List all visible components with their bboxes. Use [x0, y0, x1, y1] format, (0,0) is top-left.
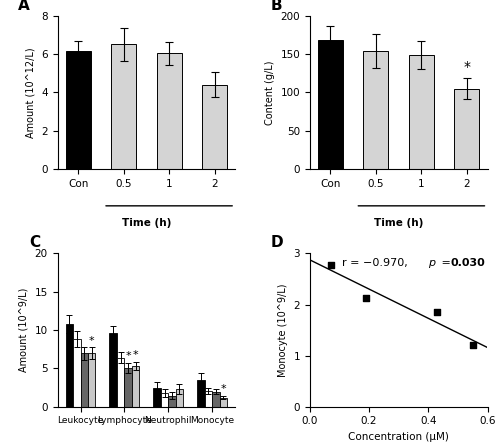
- Text: 0.030: 0.030: [450, 258, 485, 268]
- Bar: [202, 84, 227, 169]
- Bar: [161, 393, 168, 407]
- Bar: [73, 339, 80, 407]
- Bar: [176, 389, 183, 407]
- Bar: [124, 367, 132, 407]
- Bar: [88, 353, 96, 407]
- Y-axis label: Amount (10^9/L): Amount (10^9/L): [19, 288, 29, 372]
- Bar: [318, 40, 343, 169]
- Point: [468, 342, 476, 349]
- Text: Time (h): Time (h): [374, 218, 424, 228]
- Text: p: p: [428, 258, 435, 268]
- Bar: [132, 366, 140, 407]
- Text: *: *: [126, 351, 131, 361]
- Text: B: B: [270, 0, 282, 13]
- Bar: [110, 333, 117, 407]
- Bar: [409, 55, 434, 169]
- Point: [326, 261, 334, 268]
- Bar: [117, 358, 124, 407]
- Text: *: *: [89, 336, 94, 346]
- Bar: [204, 391, 212, 407]
- Bar: [220, 397, 227, 407]
- Text: *: *: [464, 60, 470, 74]
- Bar: [66, 51, 90, 169]
- Y-axis label: Content (g/L): Content (g/L): [265, 60, 275, 125]
- Bar: [156, 53, 182, 169]
- Text: =: =: [438, 258, 454, 268]
- Text: r = −0.970,: r = −0.970,: [342, 258, 411, 268]
- Text: D: D: [270, 235, 283, 250]
- Y-axis label: Monocyte (10^9/L): Monocyte (10^9/L): [278, 283, 288, 377]
- Y-axis label: Amount (10^12/L): Amount (10^12/L): [26, 47, 36, 138]
- Text: Time (h): Time (h): [122, 218, 171, 228]
- Bar: [80, 353, 88, 407]
- Text: A: A: [18, 0, 30, 13]
- Text: *: *: [133, 350, 138, 360]
- Bar: [454, 89, 479, 169]
- Bar: [66, 324, 73, 407]
- X-axis label: Concentration (μM): Concentration (μM): [348, 432, 449, 442]
- Text: *: *: [220, 384, 226, 394]
- Bar: [154, 388, 161, 407]
- Text: C: C: [29, 235, 40, 250]
- Bar: [364, 51, 388, 169]
- Point: [433, 308, 441, 316]
- Bar: [111, 44, 136, 169]
- Point: [362, 295, 370, 302]
- Bar: [198, 380, 204, 407]
- Bar: [168, 396, 176, 407]
- Bar: [212, 392, 220, 407]
